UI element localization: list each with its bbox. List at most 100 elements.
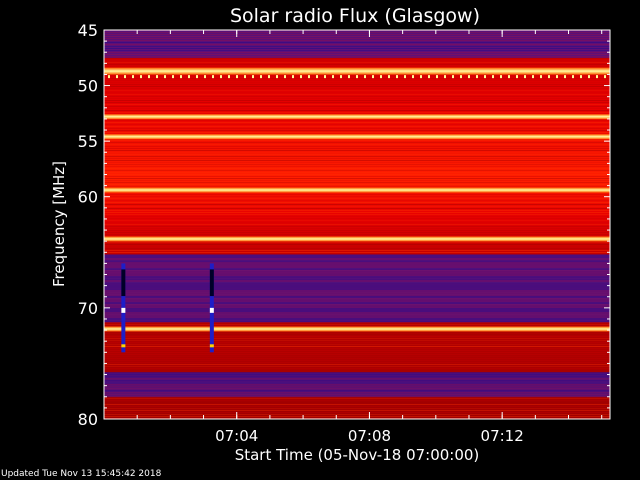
x-tick-label: 07:12: [481, 427, 524, 445]
noise-row: [104, 322, 610, 323]
noise-row: [104, 414, 610, 415]
y-tick-label: 45: [78, 21, 98, 40]
noise-row: [104, 398, 610, 399]
noise-row: [104, 166, 610, 167]
noise-row: [104, 178, 610, 179]
noise-row: [104, 342, 610, 343]
x-axis-label: Start Time (05-Nov-18 07:00:00): [235, 446, 480, 464]
noise-row: [104, 246, 610, 247]
band-tick: [604, 75, 606, 79]
noise-row: [104, 210, 610, 211]
y-axis-label: Frequency [MHz]: [50, 161, 68, 287]
low-intensity-row: [104, 282, 610, 284]
band-tick: [564, 75, 566, 79]
low-intensity-row: [104, 390, 610, 392]
noise-row: [104, 350, 610, 351]
noise-row: [104, 358, 610, 359]
noise-row: [104, 370, 610, 371]
noise-row: [104, 146, 610, 147]
band-tick: [500, 75, 502, 79]
noise-row: [104, 252, 610, 253]
noise-row: [104, 204, 610, 205]
noise-row: [104, 84, 610, 85]
low-intensity-row: [104, 374, 610, 376]
noise-row: [104, 400, 610, 401]
low-intensity-row: [104, 46, 610, 47]
noise-row: [104, 200, 610, 201]
band-tick: [380, 75, 382, 79]
low-intensity-region: [104, 372, 610, 398]
noise-row: [104, 214, 610, 215]
band-tick: [220, 75, 222, 79]
band-tick: [300, 75, 302, 79]
low-intensity-row: [104, 56, 610, 57]
noise-row: [104, 184, 610, 185]
low-intensity-row: [104, 316, 610, 318]
noise-row: [104, 106, 610, 107]
band-tick: [428, 75, 430, 79]
noise-row: [104, 78, 610, 79]
interference-band: [104, 114, 610, 120]
band-tick: [508, 75, 510, 79]
low-intensity-row: [104, 268, 610, 270]
low-intensity-row: [104, 52, 610, 53]
low-intensity-row: [104, 320, 610, 322]
band-tick: [172, 75, 174, 79]
noise-row: [104, 228, 610, 229]
band-tick: [156, 75, 158, 79]
low-intensity-row: [104, 302, 610, 304]
low-intensity-row: [104, 262, 610, 264]
burst-tail: [209, 344, 214, 348]
y-tick-label: 50: [78, 77, 98, 96]
band-tick: [580, 75, 582, 79]
noise-row: [104, 148, 610, 149]
band-tick: [284, 75, 286, 79]
band-tick: [476, 75, 478, 79]
band-tick: [252, 75, 254, 79]
noise-row: [104, 202, 610, 203]
band-tick: [556, 75, 558, 79]
band-tick: [452, 75, 454, 79]
low-intensity-row: [104, 270, 610, 272]
noise-row: [104, 336, 610, 337]
noise-row: [104, 140, 610, 141]
noise-row: [104, 234, 610, 235]
noise-row: [104, 100, 610, 101]
noise-row: [104, 62, 610, 63]
band-tick: [188, 75, 190, 79]
noise-row: [104, 340, 610, 341]
band-tick: [492, 75, 494, 79]
low-intensity-row: [104, 394, 610, 396]
band-tick: [444, 75, 446, 79]
noise-row: [104, 408, 610, 409]
band-tick: [332, 75, 334, 79]
band-tick: [524, 75, 526, 79]
band-tick: [484, 75, 486, 79]
low-intensity-row: [104, 298, 610, 300]
y-tick-label: 60: [78, 188, 98, 207]
noise-row: [104, 160, 610, 161]
band-tick: [388, 75, 390, 79]
noise-row: [104, 406, 610, 407]
noise-row: [104, 212, 610, 213]
noise-row: [104, 208, 610, 209]
noise-row: [104, 218, 610, 219]
noise-row: [104, 198, 610, 199]
low-intensity-row: [104, 288, 610, 290]
band-tick: [340, 75, 342, 79]
low-intensity-region: [104, 254, 610, 323]
band-tick: [268, 75, 270, 79]
band-tick: [460, 75, 462, 79]
low-intensity-row: [104, 396, 610, 398]
low-intensity-row: [104, 294, 610, 296]
plot-area: [104, 30, 610, 419]
noise-row: [104, 250, 610, 251]
noise-row: [104, 356, 610, 357]
burst-body: [209, 263, 214, 353]
band-tick: [436, 75, 438, 79]
noise-row: [104, 88, 610, 89]
band-tick: [396, 75, 398, 79]
noise-row: [104, 158, 610, 159]
interference-band: [104, 134, 610, 140]
